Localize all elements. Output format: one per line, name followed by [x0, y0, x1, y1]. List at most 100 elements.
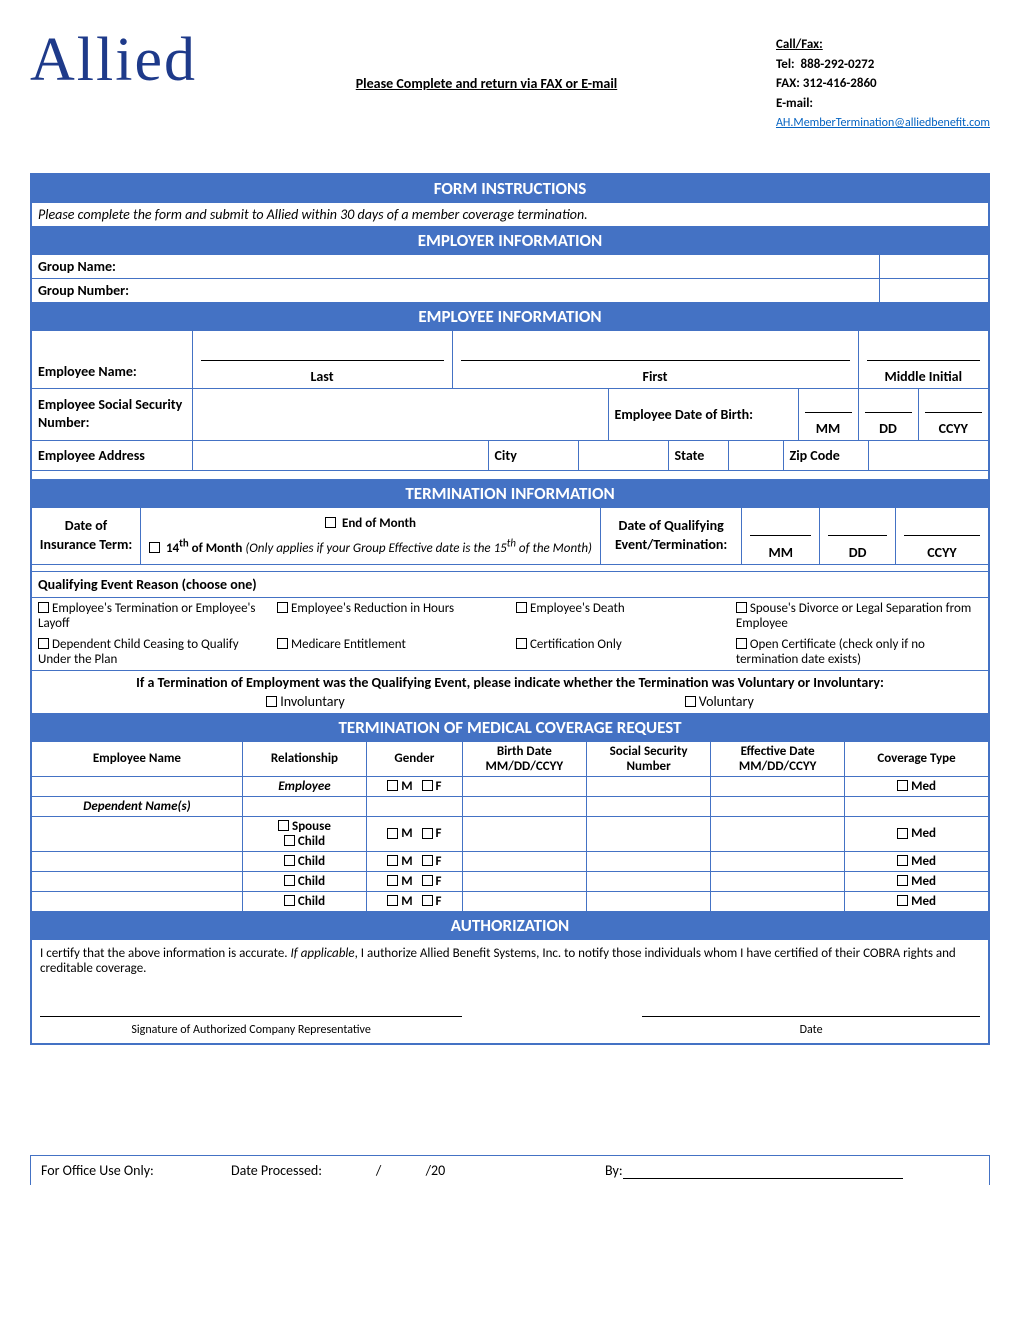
gender-f[interactable]: F: [422, 894, 442, 909]
ssn-field[interactable]: [586, 891, 710, 911]
rel-employee: Employee: [242, 776, 366, 796]
main-form-table: FORM INSTRUCTIONS Please complete the fo…: [30, 173, 990, 1045]
last-label: Last: [192, 365, 452, 388]
table-row: Employee M F Med: [32, 776, 988, 796]
checkbox-icon: [387, 780, 398, 791]
mi-field[interactable]: [867, 343, 981, 361]
ssn-field[interactable]: [586, 776, 710, 796]
last-name-field[interactable]: [201, 343, 444, 361]
eff-field[interactable]: [711, 891, 845, 911]
ssn-field[interactable]: [586, 816, 710, 851]
checkbox-icon: [897, 855, 908, 866]
dob-ccyy-field[interactable]: [925, 395, 983, 413]
group-name-field[interactable]: [879, 254, 989, 278]
emp-name-field[interactable]: [32, 776, 242, 796]
qual-ccyy-label: CCYY: [895, 540, 988, 564]
birth-field[interactable]: [462, 891, 586, 911]
end-of-month-option[interactable]: End of Month: [325, 516, 416, 531]
birth-field[interactable]: [462, 816, 586, 851]
gender-m[interactable]: M: [387, 894, 412, 909]
gender-f[interactable]: F: [422, 854, 442, 869]
address-field[interactable]: [192, 441, 488, 470]
section-employer-info: EMPLOYER INFORMATION: [31, 226, 989, 254]
eff-field[interactable]: [711, 776, 845, 796]
dep-name-field[interactable]: [32, 851, 242, 871]
fax-number: 312-416-2860: [803, 76, 877, 91]
vol-invol-text: If a Termination of Employment was the Q…: [38, 674, 982, 691]
dep-name-field[interactable]: [32, 891, 242, 911]
dob-mm-field[interactable]: [805, 395, 852, 413]
col-eff-date: Effective Date: [741, 744, 815, 759]
gender-f[interactable]: F: [422, 874, 442, 889]
fourteenth-option[interactable]: 14th of Month (Only applies if your Grou…: [149, 537, 592, 556]
checkbox-icon: [422, 875, 433, 886]
gender-m[interactable]: M: [387, 826, 412, 841]
involuntary-option[interactable]: Involuntary: [266, 693, 345, 710]
email-link[interactable]: AH.MemberTermination@alliedbenefit.com: [776, 116, 990, 130]
med-option[interactable]: Med: [897, 854, 936, 869]
checkbox-icon: [387, 855, 398, 866]
checkbox-icon: [897, 828, 908, 839]
qual-dd-field[interactable]: [828, 518, 887, 536]
group-number-label: Group Number:: [31, 278, 879, 302]
med-option[interactable]: Med: [897, 874, 936, 889]
ssn-field[interactable]: [586, 851, 710, 871]
gender-f[interactable]: F: [422, 826, 442, 841]
signature-label: Signature of Authorized Company Represen…: [40, 1023, 462, 1037]
checkbox-icon: [284, 875, 295, 886]
birth-field[interactable]: [462, 851, 586, 871]
gender-f[interactable]: F: [422, 779, 442, 794]
state-field[interactable]: [728, 441, 783, 470]
dob-label: Employee Date of Birth:: [608, 389, 798, 440]
voluntary-option[interactable]: Voluntary: [685, 693, 754, 710]
reason-cert[interactable]: Certification Only: [516, 637, 622, 652]
rel-child[interactable]: Child: [284, 854, 325, 869]
qual-dd-label: DD: [820, 540, 896, 564]
ssn-field[interactable]: [192, 389, 608, 440]
birth-field[interactable]: [462, 776, 586, 796]
year-prefix: 20: [431, 1162, 445, 1179]
qual-ccyy-field[interactable]: [904, 518, 980, 536]
reason-dependent[interactable]: Dependent Child Ceasing to Qualify Under…: [38, 637, 265, 667]
dep-name-field[interactable]: [32, 816, 242, 851]
rel-spouse[interactable]: Spouse: [278, 819, 331, 834]
rel-child[interactable]: Child: [284, 874, 325, 889]
reason-divorce[interactable]: Spouse's Divorce or Legal Separation fro…: [736, 601, 982, 631]
signature-line[interactable]: [40, 1016, 462, 1017]
checkbox-icon: [422, 828, 433, 839]
eff-field[interactable]: [711, 816, 845, 851]
rel-child[interactable]: Child: [284, 894, 325, 909]
gender-m[interactable]: M: [387, 779, 412, 794]
group-number-field[interactable]: [879, 278, 989, 302]
gender-m[interactable]: M: [387, 874, 412, 889]
zip-field[interactable]: [868, 441, 988, 470]
reason-termination[interactable]: Employee's Termination or Employee's Lay…: [38, 601, 265, 631]
reason-medicare[interactable]: Medicare Entitlement: [277, 637, 406, 652]
office-use-box: For Office Use Only: Date Processed: / /…: [30, 1155, 990, 1185]
coverage-table: Employee Name Relationship Gender Birth …: [32, 742, 988, 911]
eff-field[interactable]: [711, 851, 845, 871]
med-option[interactable]: Med: [897, 894, 936, 909]
date-processed-label: Date Processed:: [231, 1162, 322, 1179]
table-row: SpouseChild M F Med: [32, 816, 988, 851]
city-field[interactable]: [578, 441, 668, 470]
birth-field[interactable]: [462, 871, 586, 891]
qualifying-reason-label: Qualifying Event Reason (choose one): [31, 571, 989, 597]
checkbox-icon: [277, 638, 288, 649]
reason-open[interactable]: Open Certificate (check only if no termi…: [736, 637, 982, 667]
date-line[interactable]: [642, 1016, 980, 1017]
eff-field[interactable]: [711, 871, 845, 891]
reason-reduction[interactable]: Employee's Reduction in Hours: [277, 601, 454, 616]
reason-death[interactable]: Employee's Death: [516, 601, 625, 616]
qual-mm-field[interactable]: [750, 518, 811, 536]
first-name-field[interactable]: [461, 343, 850, 361]
by-field[interactable]: [623, 1178, 903, 1179]
dob-dd-field[interactable]: [865, 395, 912, 413]
employee-name-label: Employee Name:: [32, 331, 192, 388]
ssn-field[interactable]: [586, 871, 710, 891]
gender-m[interactable]: M: [387, 854, 412, 869]
dep-name-field[interactable]: [32, 871, 242, 891]
rel-child[interactable]: Child: [284, 834, 325, 849]
med-option[interactable]: Med: [897, 826, 936, 841]
med-option[interactable]: Med: [897, 779, 936, 794]
